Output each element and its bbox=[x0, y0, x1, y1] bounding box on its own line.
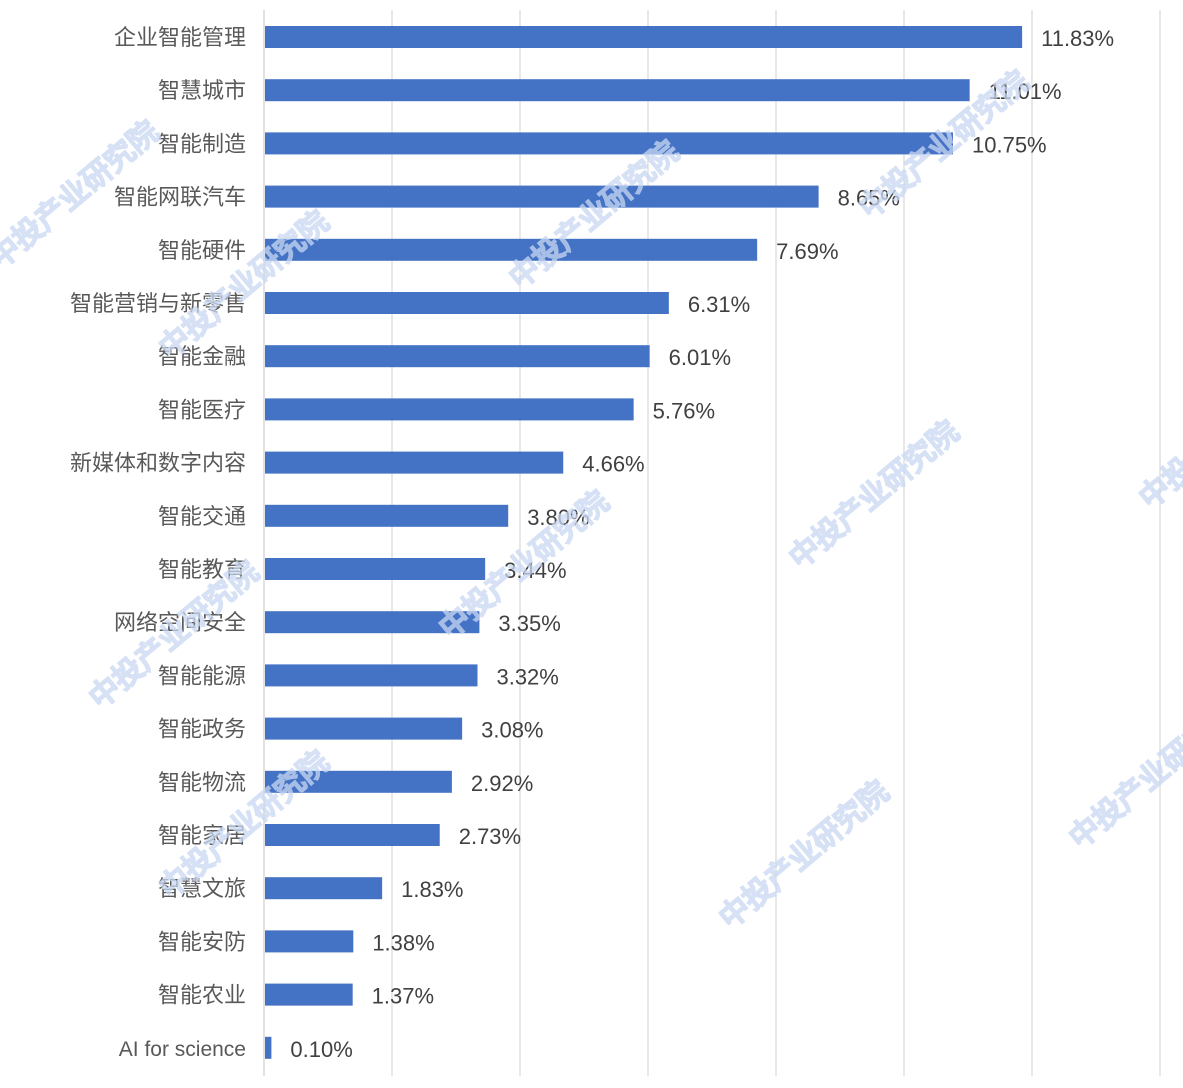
bar bbox=[265, 611, 480, 634]
bar bbox=[265, 877, 383, 900]
bar bbox=[265, 1036, 272, 1059]
watermark: 中投产业研究院 bbox=[153, 204, 336, 366]
watermark: 中投产业研究院 bbox=[1063, 694, 1183, 856]
data-label: 7.69% bbox=[776, 239, 838, 264]
watermark: 中投产业研究院 bbox=[1133, 354, 1183, 516]
bar bbox=[265, 983, 353, 1006]
category-label: 智能教育 bbox=[158, 558, 246, 583]
bar bbox=[265, 930, 354, 953]
category-label: 智能硬件 bbox=[158, 239, 246, 264]
category-label: 智能制造 bbox=[158, 132, 246, 157]
data-label: 6.01% bbox=[669, 345, 731, 370]
category-label: 新媒体和数字内容 bbox=[70, 452, 246, 477]
gridlines bbox=[263, 10, 1161, 1076]
bar bbox=[265, 558, 486, 580]
category-label: 智能网联汽车 bbox=[114, 186, 246, 211]
category-label: 智慧文旅 bbox=[158, 877, 246, 902]
data-label: 2.92% bbox=[471, 771, 533, 796]
data-label: 3.80% bbox=[527, 505, 589, 530]
category-label: 智能能源 bbox=[158, 664, 246, 689]
category-label: 智慧城市 bbox=[158, 79, 246, 104]
bar bbox=[265, 664, 478, 687]
bar bbox=[265, 451, 564, 474]
bar bbox=[265, 770, 452, 793]
category-label: 智能物流 bbox=[158, 771, 246, 796]
data-label: 1.37% bbox=[372, 984, 434, 1009]
bar bbox=[265, 26, 1023, 48]
category-label: 智能医疗 bbox=[158, 398, 246, 423]
bar bbox=[265, 238, 758, 261]
bar bbox=[265, 717, 463, 740]
data-label: 10.75% bbox=[972, 132, 1047, 157]
data-label: 1.38% bbox=[372, 930, 434, 955]
category-label: 智能政务 bbox=[158, 718, 246, 743]
category-label: 智能营销与新零售 bbox=[70, 292, 246, 317]
category-label: AI for science bbox=[119, 1038, 246, 1061]
data-label: 6.31% bbox=[688, 292, 750, 317]
data-label: 5.76% bbox=[653, 398, 715, 423]
data-label: 3.44% bbox=[504, 558, 566, 583]
data-label: 1.83% bbox=[401, 877, 463, 902]
data-label: 3.32% bbox=[496, 664, 558, 689]
category-label: 智能家居 bbox=[158, 824, 246, 849]
category-labels: 企业智能管理智慧城市智能制造智能网联汽车智能硬件智能营销与新零售智能金融智能医疗… bbox=[70, 26, 246, 1061]
bars bbox=[265, 26, 1023, 1059]
bar bbox=[265, 132, 953, 155]
data-label: 3.35% bbox=[498, 611, 560, 636]
bar bbox=[265, 345, 650, 368]
bar bbox=[265, 398, 634, 421]
category-label: 智能农业 bbox=[158, 984, 246, 1009]
watermark: 中投产业研究院 bbox=[713, 774, 896, 936]
bar bbox=[265, 185, 819, 208]
category-label: 网络空间安全 bbox=[114, 611, 246, 636]
category-label: 智能金融 bbox=[158, 345, 246, 370]
category-label: 智能交通 bbox=[158, 505, 246, 530]
bar bbox=[265, 504, 509, 527]
data-label: 11.01% bbox=[989, 79, 1062, 104]
bar bbox=[265, 824, 440, 846]
data-label: 11.83% bbox=[1041, 26, 1114, 51]
bar bbox=[265, 292, 669, 314]
data-label: 0.10% bbox=[290, 1037, 352, 1062]
category-label: 智能安防 bbox=[158, 930, 246, 955]
data-label: 4.66% bbox=[582, 452, 644, 477]
bar bbox=[265, 79, 970, 102]
watermark: 中投产业研究院 bbox=[503, 134, 686, 296]
data-label: 3.08% bbox=[481, 718, 543, 743]
data-labels: 11.83% 11.01% 10.75% 8.65% 7.69% 6.31% 6.01% 5.… bbox=[290, 26, 1114, 1062]
data-label: 8.65% bbox=[838, 186, 900, 211]
watermark: 中投产业研究院 bbox=[783, 414, 966, 576]
data-label: 2.73% bbox=[459, 824, 521, 849]
category-label: 企业智能管理 bbox=[114, 26, 246, 51]
